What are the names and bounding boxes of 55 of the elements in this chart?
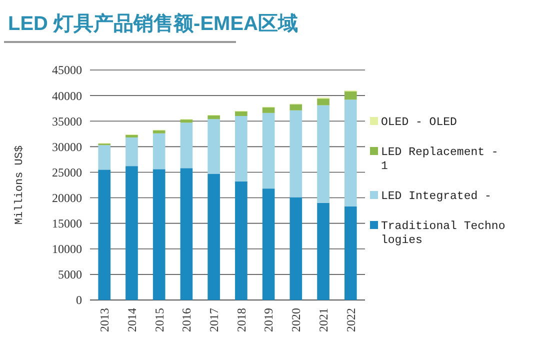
bar xyxy=(235,181,248,300)
bar xyxy=(344,100,357,206)
y-tick-label: 20000 xyxy=(52,190,82,205)
x-tick-label: 2019 xyxy=(262,308,276,332)
legend-label: LED Replacement - 1 xyxy=(381,146,506,173)
bar xyxy=(290,197,302,300)
y-tick-label: 10000 xyxy=(52,242,82,256)
bar xyxy=(126,134,138,138)
bar xyxy=(126,166,138,300)
bar xyxy=(262,107,275,113)
bar xyxy=(208,119,220,174)
bar xyxy=(180,122,193,168)
x-tick-label: 2013 xyxy=(98,308,112,332)
bar xyxy=(208,174,220,300)
x-tick-label: 2015 xyxy=(152,308,166,332)
x-tick-label: 2014 xyxy=(124,308,139,332)
bar xyxy=(290,104,302,110)
legend-label: OLED - OLED xyxy=(381,116,458,129)
y-tick-label: 5000 xyxy=(58,268,82,282)
y-tick-label: 25000 xyxy=(52,165,82,180)
x-tick-label: 2021 xyxy=(316,308,330,332)
bar xyxy=(152,169,166,300)
bar xyxy=(235,111,248,116)
bar xyxy=(317,98,330,106)
bar xyxy=(152,133,166,170)
bar xyxy=(290,110,302,198)
x-tick-label: 2020 xyxy=(289,308,304,332)
x-tick-label: 2017 xyxy=(207,308,222,332)
legend-label: Traditional Technologies xyxy=(381,220,506,247)
y-tick-label: 35000 xyxy=(52,114,82,128)
bar xyxy=(235,116,248,182)
bar xyxy=(317,105,330,203)
bar xyxy=(98,170,111,300)
y-tick-label: 0 xyxy=(76,293,82,308)
bar xyxy=(208,115,220,120)
bar xyxy=(126,137,138,166)
bar xyxy=(98,145,111,170)
y-tick-label: 40000 xyxy=(52,88,82,103)
y-tick-label: 45000 xyxy=(52,63,82,78)
x-tick-label: 2016 xyxy=(180,308,194,332)
y-tick-label: 15000 xyxy=(52,216,82,231)
bar xyxy=(344,91,357,100)
bar xyxy=(180,120,193,123)
legend-label: LED Integrated - xyxy=(381,190,492,203)
bar xyxy=(180,168,193,300)
bar xyxy=(344,206,357,300)
y-axis-title: Millions US$ xyxy=(14,145,26,225)
bar xyxy=(262,112,275,189)
chart-title: LED 灯具产品销售额-EMEA区域 xyxy=(8,12,298,35)
bar xyxy=(262,188,275,300)
bar xyxy=(317,202,330,300)
bar xyxy=(152,130,166,134)
x-tick-label: 2022 xyxy=(344,308,358,332)
y-tick-label: 30000 xyxy=(52,140,82,154)
x-tick-label: 2018 xyxy=(234,308,248,332)
